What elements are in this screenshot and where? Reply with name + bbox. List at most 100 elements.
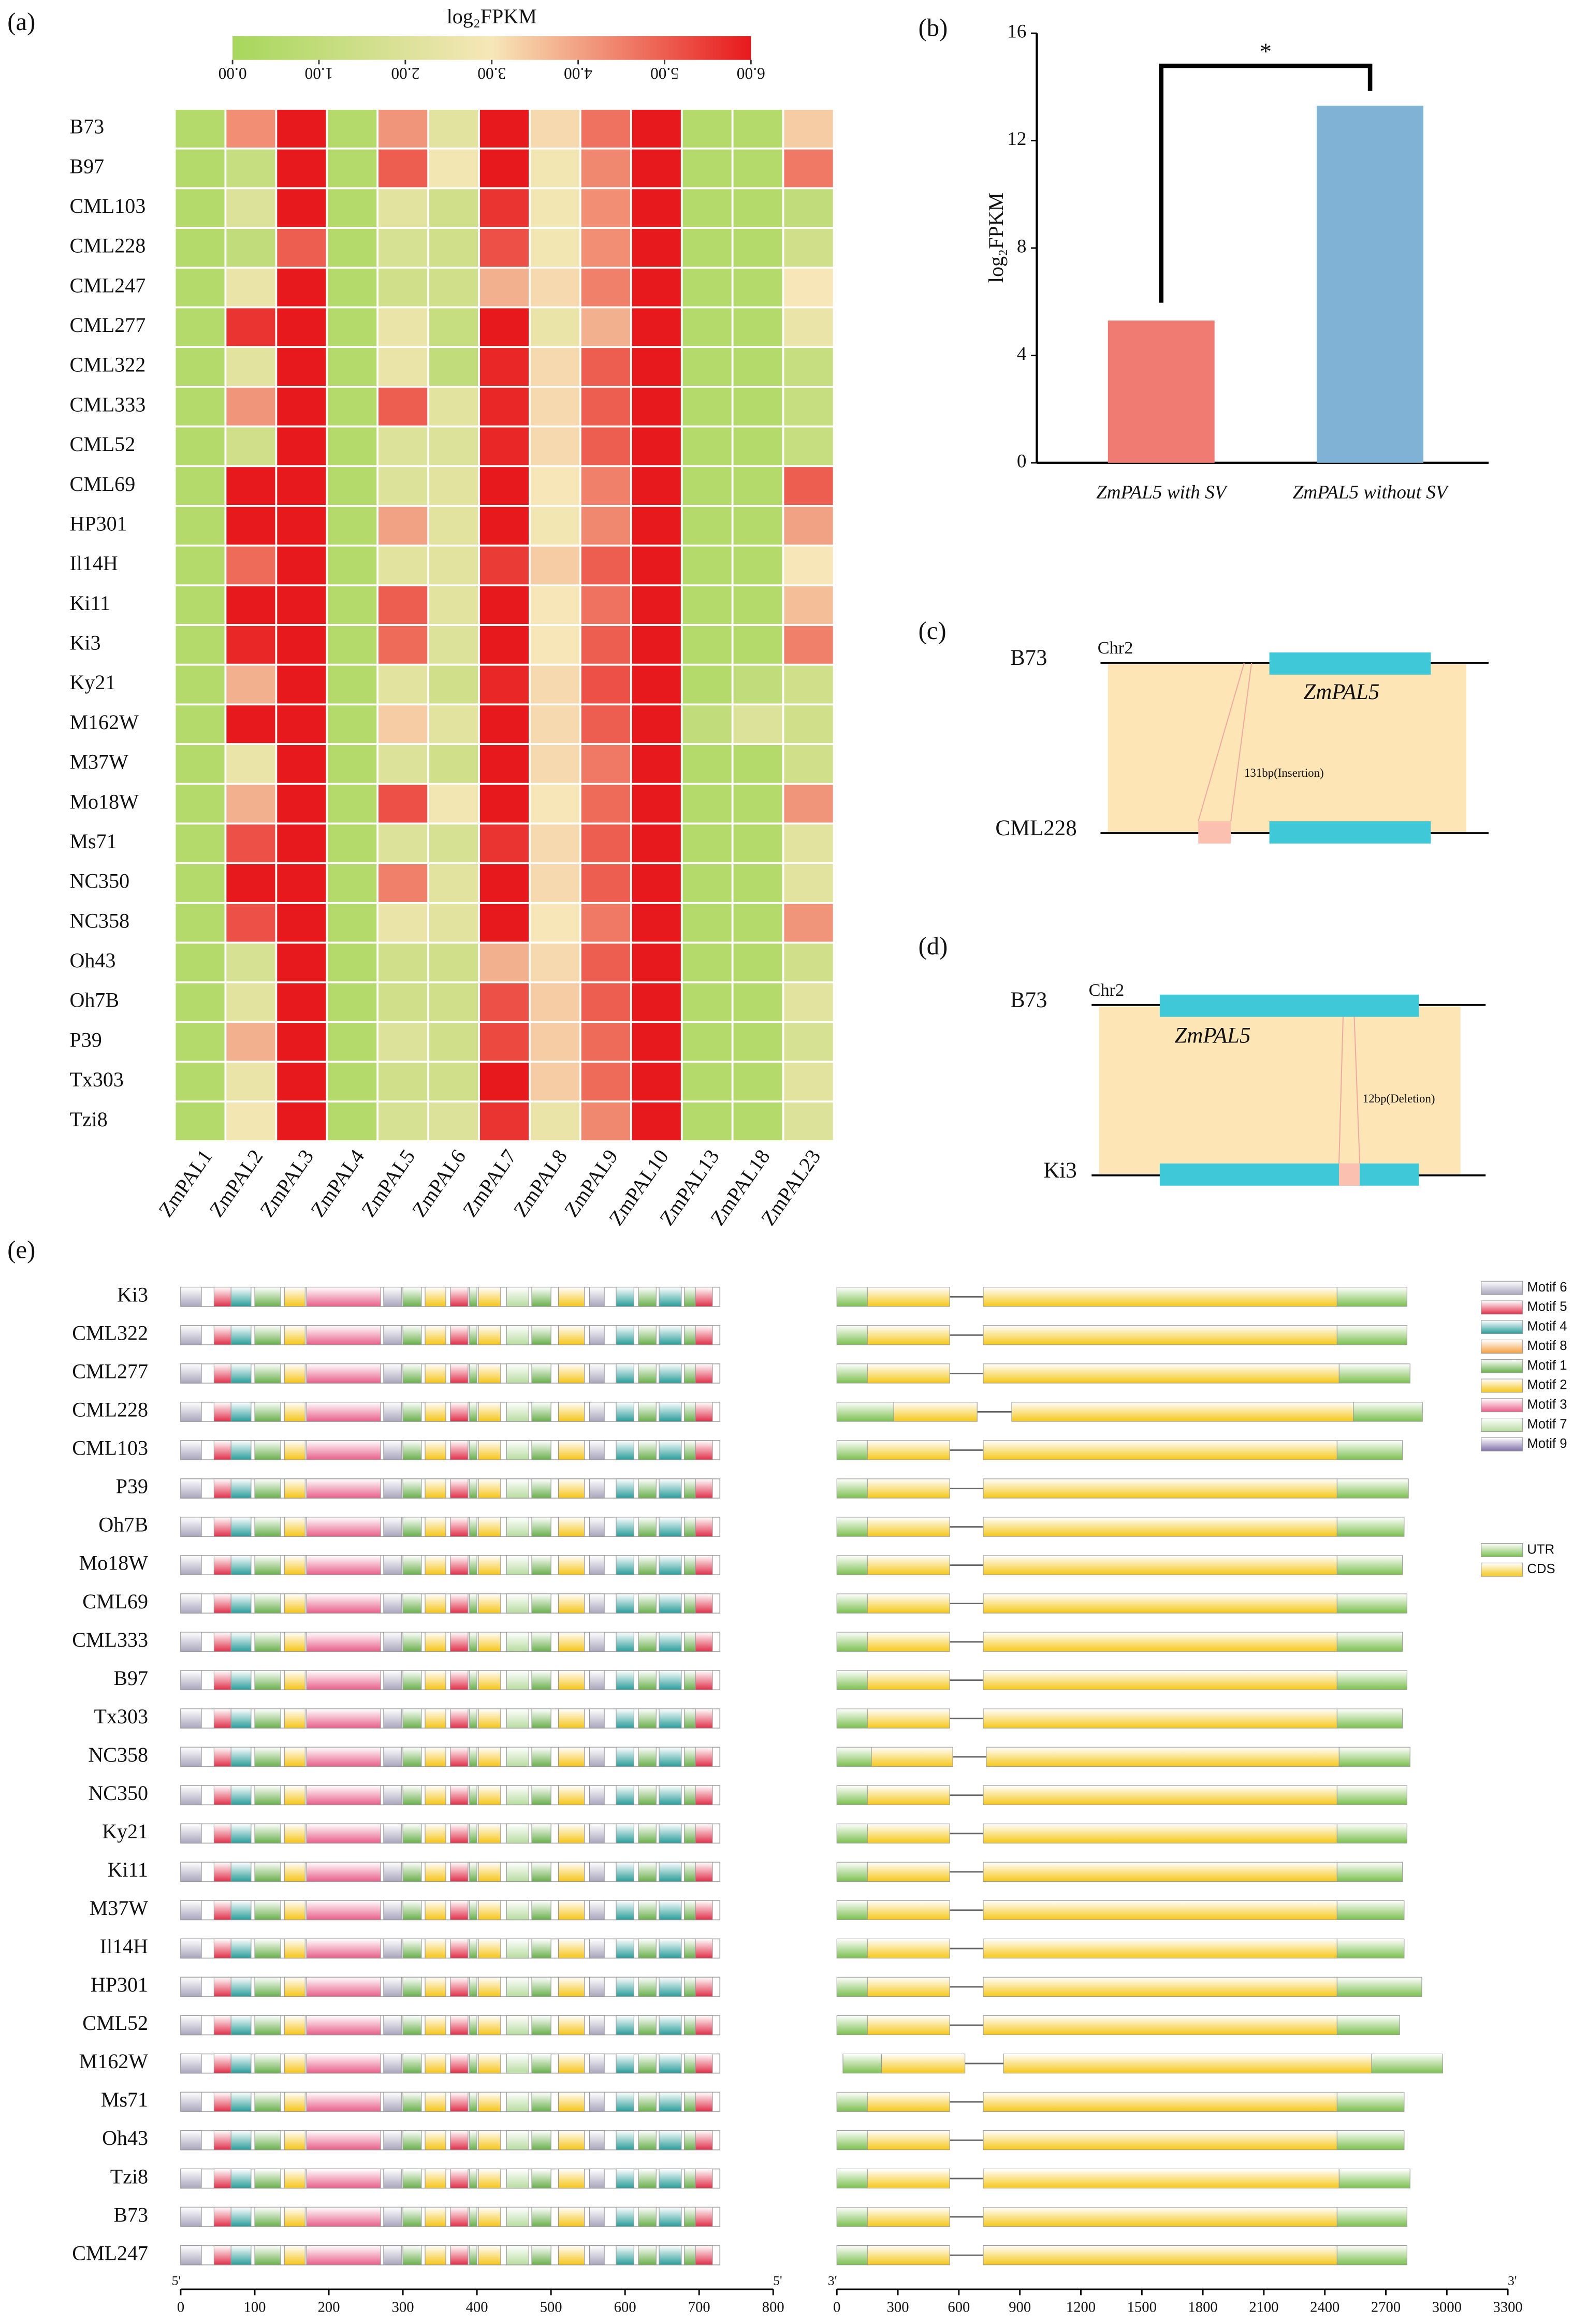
x-tick-label: 0 bbox=[833, 2300, 840, 2316]
heat-cell bbox=[173, 584, 227, 626]
motif-block bbox=[531, 1708, 551, 1729]
motif-block bbox=[478, 1938, 501, 1959]
heat-cell bbox=[275, 266, 328, 309]
motif-block bbox=[254, 2015, 281, 2036]
legend-label: Motif 4 bbox=[1527, 1319, 1567, 1333]
heat-cell bbox=[579, 941, 632, 984]
heat-cell bbox=[529, 743, 581, 785]
motif-block bbox=[230, 1670, 252, 1690]
motif-block bbox=[402, 1517, 422, 1537]
motif-block bbox=[284, 1363, 305, 1384]
motif-block bbox=[558, 1632, 585, 1652]
heat-cell bbox=[731, 1021, 784, 1063]
heat-cell bbox=[326, 663, 379, 706]
motif-block bbox=[506, 1670, 529, 1690]
motif-block bbox=[659, 2130, 682, 2151]
cds-segment bbox=[983, 1478, 1337, 1499]
utr-segment bbox=[836, 1517, 868, 1537]
motif-block bbox=[180, 1862, 202, 1882]
motif-block bbox=[506, 1325, 529, 1345]
motif-block bbox=[616, 1708, 634, 1729]
motif-block bbox=[695, 2015, 713, 2036]
motif-block bbox=[531, 1325, 551, 1345]
motif-block bbox=[469, 1670, 477, 1690]
heat-cell bbox=[173, 187, 227, 229]
heat-cell bbox=[326, 386, 379, 428]
heat-cell bbox=[579, 266, 632, 309]
heat-cell bbox=[579, 862, 632, 904]
colorbar-tick-label: 2.00 bbox=[391, 64, 419, 82]
heat-cell bbox=[478, 1061, 531, 1103]
heat-cell bbox=[224, 147, 278, 190]
motif-block bbox=[469, 1785, 477, 1805]
motif-block bbox=[589, 1938, 605, 1959]
gene-label: Oh43 bbox=[102, 2126, 148, 2149]
motif-block bbox=[478, 1440, 501, 1460]
motif-block bbox=[469, 2053, 477, 2074]
gene-label: CML103 bbox=[72, 1436, 148, 1460]
heat-cell bbox=[173, 306, 227, 348]
x-tick-label: 1800 bbox=[1188, 2300, 1218, 2316]
motif-block bbox=[558, 2206, 585, 2227]
colorbar-tick-label: 1.00 bbox=[304, 64, 333, 82]
heat-cell bbox=[529, 902, 581, 944]
motif-block bbox=[383, 1862, 402, 1882]
motif-block bbox=[478, 2130, 501, 2151]
motif-block bbox=[230, 1900, 252, 1921]
motif-block bbox=[506, 1555, 529, 1575]
gene-label: CML52 bbox=[82, 2011, 148, 2035]
heat-cell bbox=[782, 941, 835, 984]
motif-block bbox=[558, 2130, 585, 2151]
heat-cell bbox=[579, 624, 632, 666]
motif-block bbox=[450, 1785, 469, 1805]
motif-block bbox=[425, 1900, 446, 1921]
motif-block bbox=[638, 1517, 657, 1537]
heat-cell bbox=[478, 147, 531, 190]
motif-block bbox=[450, 2091, 469, 2112]
heat-cell bbox=[275, 584, 328, 626]
heat-cell bbox=[731, 306, 784, 348]
heat-cell bbox=[731, 266, 784, 309]
motif-block bbox=[616, 1900, 634, 1921]
cds-segment bbox=[867, 1938, 950, 1959]
motif-block bbox=[306, 1708, 381, 1729]
heat-cell bbox=[630, 465, 683, 507]
motif-block bbox=[695, 1938, 713, 1959]
cds-segment bbox=[983, 1363, 1339, 1384]
motif-block bbox=[684, 1747, 696, 1767]
heat-cell bbox=[275, 465, 328, 507]
motif-block bbox=[695, 1555, 713, 1575]
heat-cell bbox=[478, 306, 531, 348]
motif-block bbox=[402, 1325, 422, 1345]
heat-cell bbox=[224, 227, 278, 269]
heat-cell bbox=[782, 227, 835, 269]
motif-block bbox=[402, 1632, 422, 1652]
gene-label: Ki3 bbox=[117, 1283, 148, 1306]
motif-block bbox=[230, 1747, 252, 1767]
motif-block bbox=[589, 1593, 605, 1614]
heat-cell bbox=[630, 822, 683, 865]
motif-block bbox=[254, 1555, 281, 1575]
heat-cell bbox=[579, 981, 632, 1023]
motif-block bbox=[213, 1517, 231, 1537]
motif-block bbox=[659, 2053, 682, 2074]
heat-cell bbox=[782, 108, 835, 150]
cds-segment bbox=[983, 1517, 1337, 1537]
motif-block bbox=[469, 1632, 477, 1652]
motif-block bbox=[450, 2015, 469, 2036]
motif-block bbox=[383, 1977, 402, 1997]
heat-cell bbox=[376, 306, 430, 348]
heat-cell bbox=[224, 544, 278, 587]
heat-cell bbox=[782, 902, 835, 944]
motif-block bbox=[589, 1747, 605, 1767]
motif-block bbox=[383, 1632, 402, 1652]
heat-cell bbox=[579, 584, 632, 626]
heat-cell bbox=[731, 743, 784, 785]
motif-block bbox=[478, 2168, 501, 2189]
motif-block bbox=[531, 1517, 551, 1537]
motif-block bbox=[306, 2130, 381, 2151]
heat-cell bbox=[275, 1100, 328, 1142]
motif-block bbox=[684, 1517, 696, 1537]
motif-block bbox=[254, 1632, 281, 1652]
motif-block bbox=[306, 1747, 381, 1767]
